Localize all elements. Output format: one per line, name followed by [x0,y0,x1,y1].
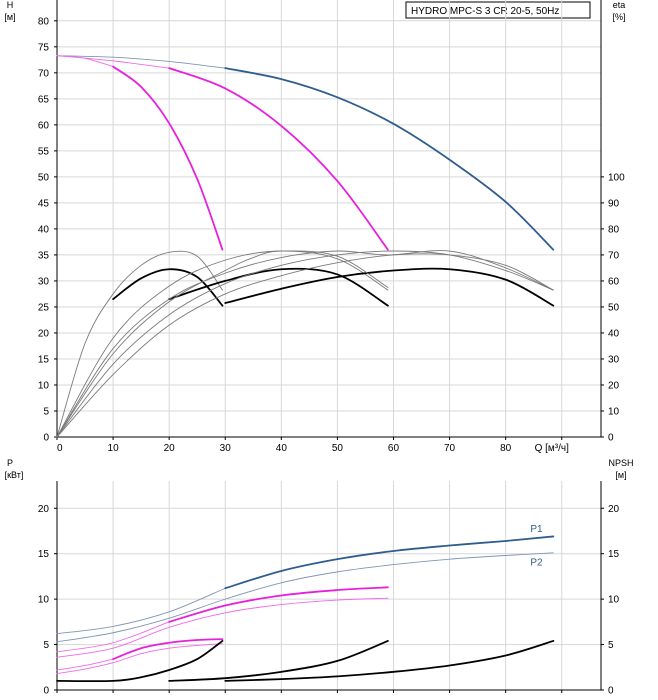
series-line [56,597,389,658]
y-tick-label: 5 [43,640,49,651]
y-tick-label: 40 [38,224,50,235]
series-line [168,640,389,682]
y-tick-label: 15 [38,549,50,560]
y-tick-label: 20 [38,328,50,339]
right-tick-label: 20 [608,504,620,515]
y-tick-label: 15 [38,354,50,365]
right-tick-label: 15 [608,549,620,560]
y-tick-label: 30 [38,276,50,287]
right-tick-label: 40 [608,328,620,339]
series-line [56,253,554,438]
y-tick-label: 45 [38,198,50,209]
upper-y-axis-unit: [м] [4,12,15,22]
right-tick-label: 100 [608,172,625,183]
upper-right-axis-unit: [%] [612,12,625,22]
y-tick-label: 20 [38,504,50,515]
y-tick-label: 80 [38,16,50,27]
series-line [56,587,226,635]
upper-y-axis-label: H [7,0,14,10]
curve-label: P1 [530,524,543,535]
x-tick-label: 60 [388,443,400,454]
right-tick-label: 20 [608,380,620,391]
y-tick-label: 5 [43,406,49,417]
lower-y-axis-unit: [кВт] [5,470,24,480]
series-line [168,267,389,307]
series-line [56,250,554,438]
right-tick-label: 60 [608,276,620,287]
x-tick-label: 70 [444,443,456,454]
y-tick-label: 50 [38,172,50,183]
right-tick-label: 90 [608,198,620,209]
right-tick-label: 10 [608,595,620,606]
right-tick-label: 50 [608,302,620,313]
series-line [56,250,223,438]
x-tick-label: 20 [164,443,176,454]
series-line [56,621,170,653]
x-tick-label: 10 [108,443,120,454]
series-line [56,640,224,683]
series-line [168,586,389,623]
x-tick-label: Q [м³/ч] [535,443,570,454]
y-tick-label: 0 [43,686,49,697]
y-tick-label: 60 [38,120,50,131]
series-line [56,552,554,643]
series-line [112,65,224,251]
upper-panel: 0 10 20 30 40 50 60 70 80 Q [м³/ч] 0 5 10 15 20 25 30 35 4… [38,0,625,454]
chart-title-box [405,1,591,19]
right-tick-label: 10 [608,406,620,417]
x-tick-label: 30 [220,443,232,454]
series-line [56,250,554,438]
series-line [112,268,224,307]
x-tick-label: 40 [276,443,288,454]
lower-panel: 0 5 10 15 20 0 5 10 15 20 P1 P2 [38,481,620,697]
y-tick-label: 75 [38,42,50,53]
y-tick-label: 65 [38,94,50,105]
series-line [112,638,224,660]
series-line [224,535,555,590]
series-line [56,658,114,671]
series-line [224,67,555,251]
curve-label: P2 [530,558,543,569]
y-tick-label: 70 [38,68,50,79]
y-tick-label: 0 [43,433,49,444]
series-line [224,267,555,307]
series-line [56,55,226,69]
right-tick-label: 80 [608,224,620,235]
y-tick-label: 35 [38,250,50,261]
series-line [224,640,555,682]
x-tick-label: 80 [500,443,512,454]
x-tick-label: 50 [332,443,344,454]
y-tick-label: 10 [38,595,50,606]
lower-right-axis-unit: [м] [615,470,626,480]
series-line [56,643,223,675]
chart-title: HYDRO MPC-S 3 CR 20-5, 50Hz [411,6,559,17]
series-line [56,55,114,68]
right-tick-label: 5 [608,640,614,651]
right-tick-label: 70 [608,250,620,261]
y-tick-label: 55 [38,146,50,157]
series-line [168,67,389,251]
upper-right-axis-label: eta [613,0,626,10]
series-line [56,250,389,438]
y-tick-label: 25 [38,302,50,313]
series-line [56,250,389,438]
right-tick-label: 30 [608,354,620,365]
x-tick-label: 0 [57,443,63,454]
right-tick-label: 0 [608,686,614,697]
y-tick-label: 10 [38,380,50,391]
lower-right-axis-label: NPSH [608,458,633,468]
right-tick-label: 0 [608,433,614,444]
lower-y-axis-label: P [7,458,13,468]
